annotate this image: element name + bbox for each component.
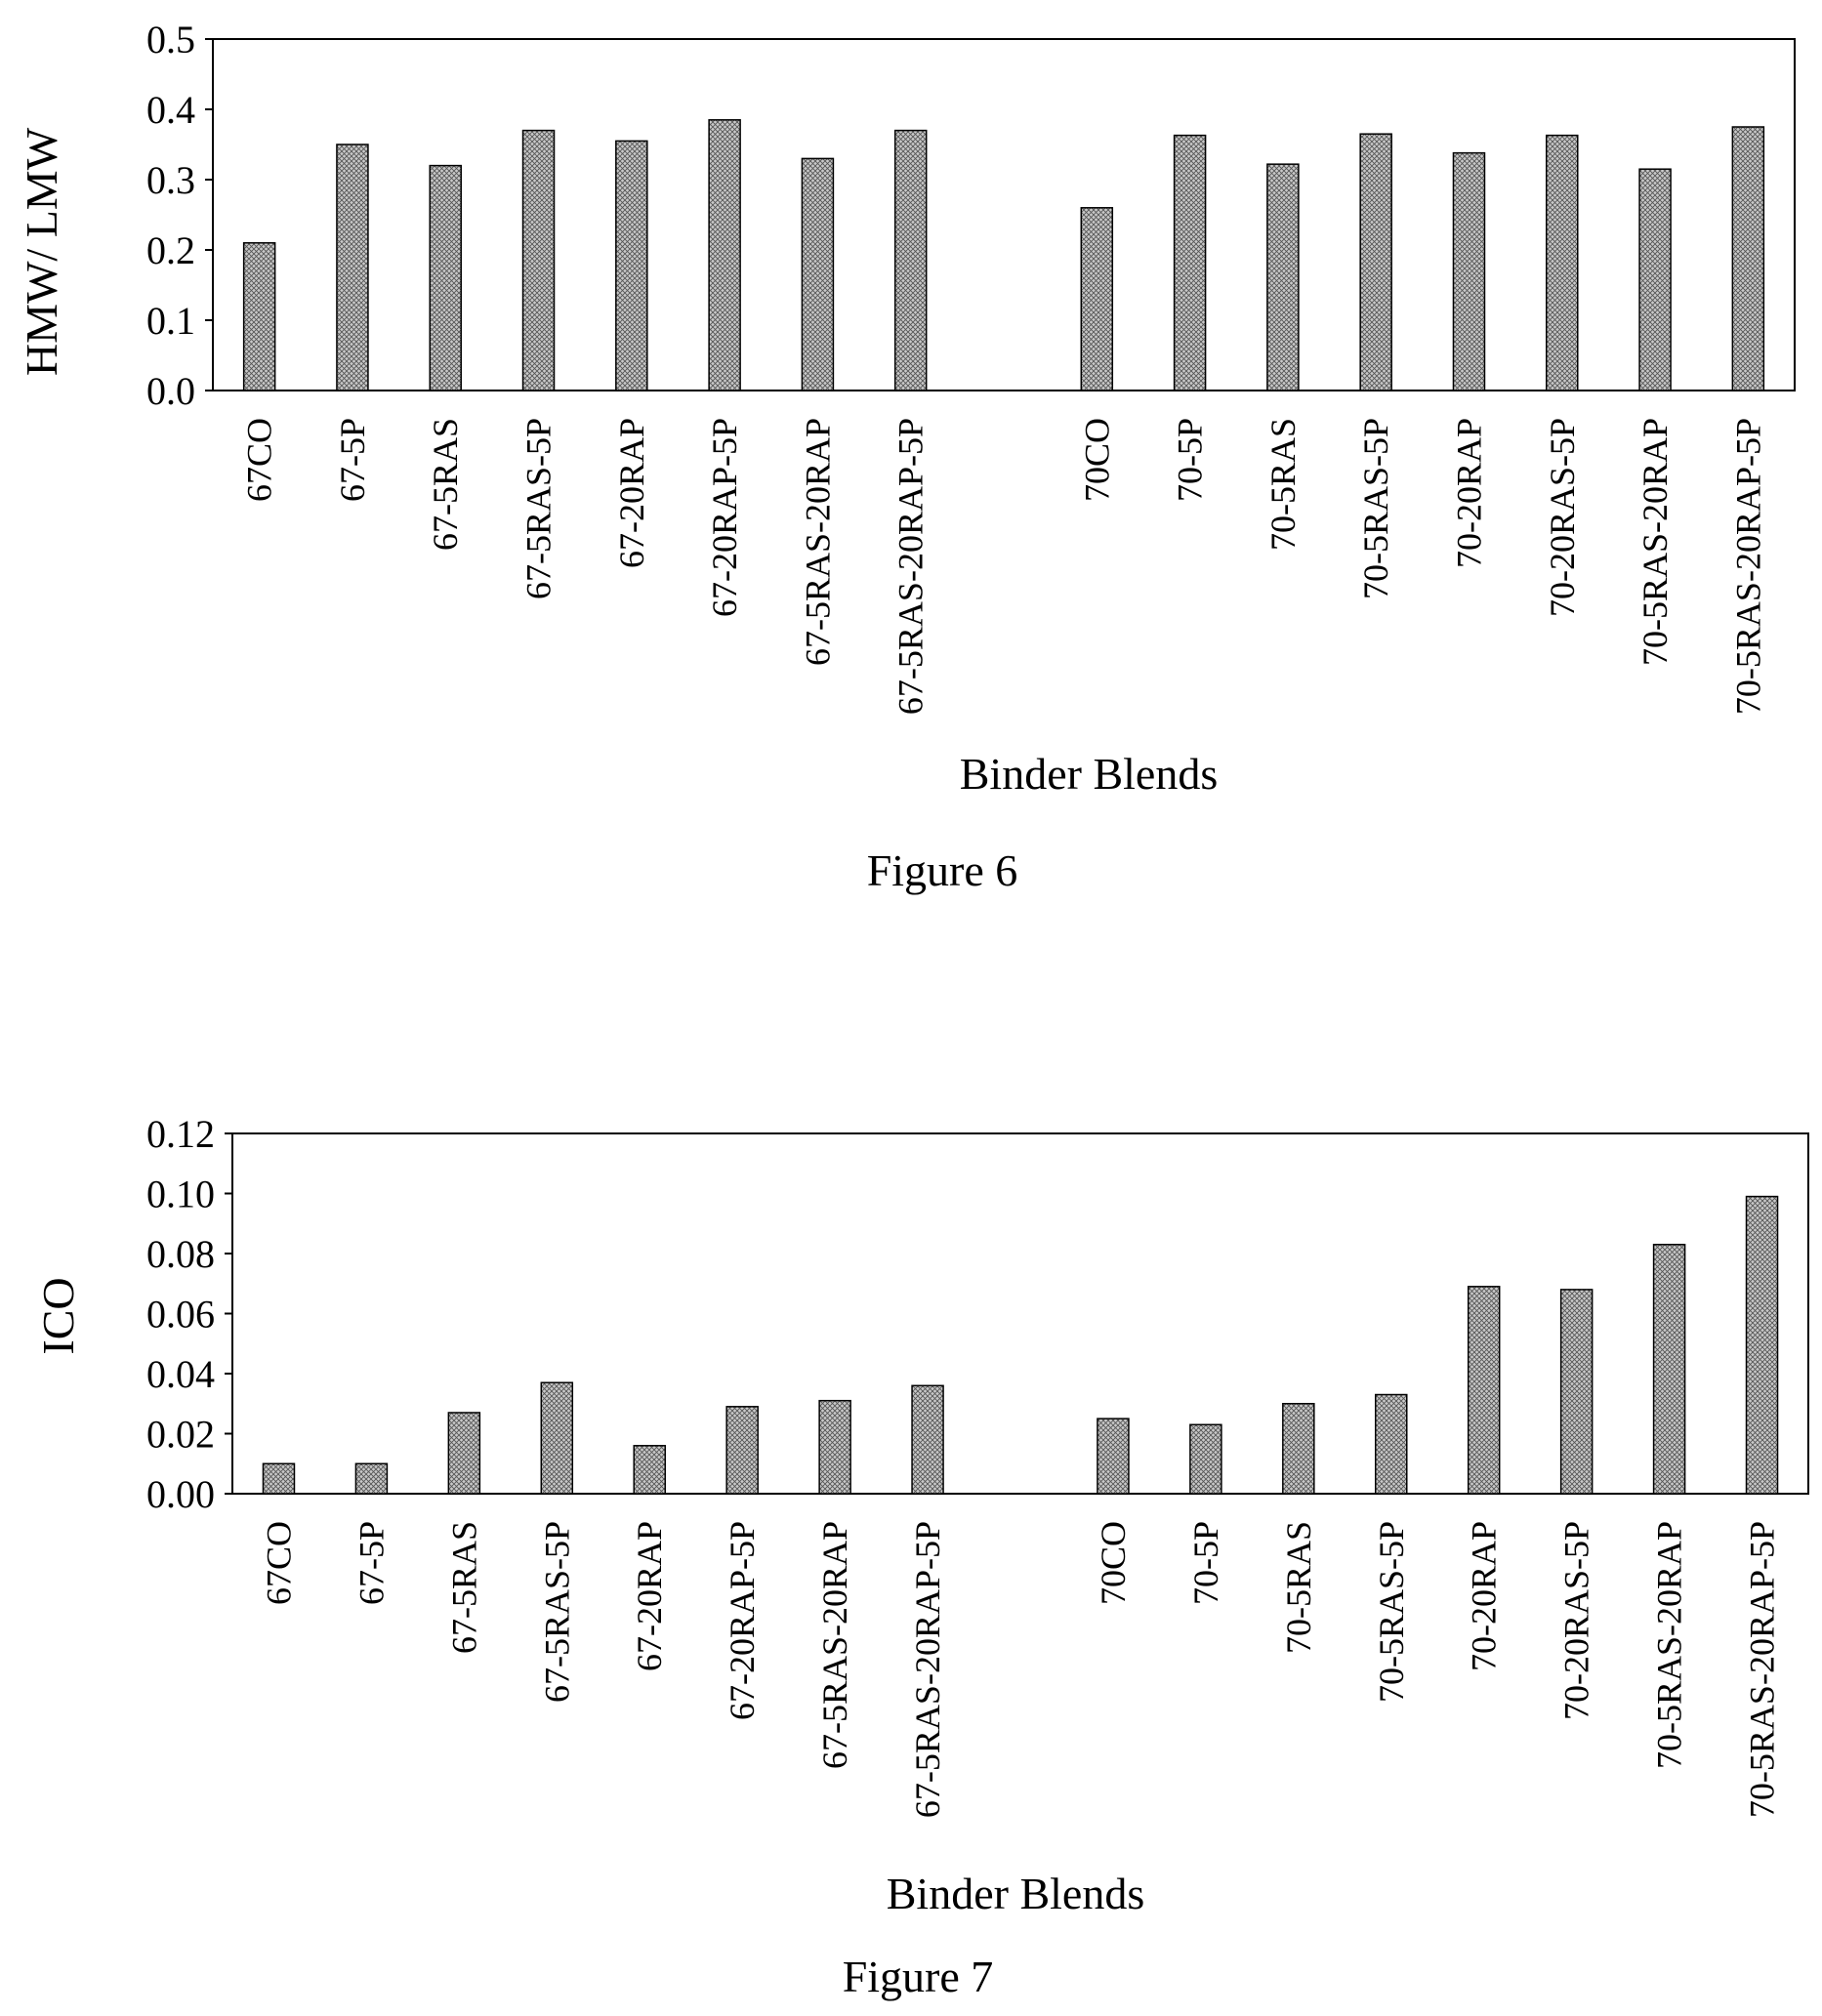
x-tick-label: 67-5RAS-5P	[537, 1521, 576, 1703]
x-tick-label: 70-5RAS-20RAP-5P	[1728, 418, 1767, 715]
x-tick-label: 67CO	[259, 1521, 298, 1605]
bar-67-5P	[354, 1462, 389, 1495]
bar-67-20RAP	[633, 1445, 666, 1495]
x-tick-label: 70-5P	[1171, 418, 1210, 502]
plot-frame	[212, 38, 1796, 391]
y-tick-label: 0.1	[146, 299, 195, 343]
x-tick-label: 67-5P	[352, 1521, 391, 1605]
chart-figure-7: ICO Binder Blends Figure 7 0.00 0.02 0.04 0…	[33, 1112, 1809, 2001]
y-tick-label: 0.5	[146, 18, 195, 62]
chart-6-ylabel: HMW/ LMW	[17, 127, 66, 376]
bar-70-5RAS-5P	[1359, 133, 1392, 391]
x-tick-label: 67-20RAP-5P	[723, 1521, 762, 1720]
y-tick-label: 0.12	[146, 1112, 215, 1156]
x-tick-label: 70-5RAS-20RAP-5P	[1743, 1521, 1782, 1818]
bar-67-5RAS-20RAP-5P	[893, 129, 928, 391]
x-tick-label: 70CO	[1077, 418, 1116, 502]
x-tick-label: 67-5RAS-20RAP	[815, 1521, 854, 1769]
bar-67-5RAS-20RAP	[818, 1399, 851, 1495]
chart-7-xlabel: Binder Blends	[887, 1869, 1144, 1918]
x-tick-label: 67CO	[240, 418, 279, 502]
x-tick-label: 67-20RAP	[630, 1521, 669, 1671]
x-tick-label: 70-20RAS-5P	[1543, 418, 1582, 617]
x-tick-label: 67-5P	[333, 418, 372, 502]
y-tick-label: 0.00	[146, 1472, 215, 1516]
bar-70-5RAS-5P	[1375, 1393, 1408, 1495]
bar-67-20RAP-5P	[708, 119, 741, 391]
chart-6-xlabel: Binder Blends	[960, 749, 1218, 799]
bar-67-5RAS-20RAP-5P	[911, 1384, 944, 1495]
chart-7-ylabel: ICO	[33, 1277, 83, 1354]
x-tick-label: 67-20RAP	[612, 418, 651, 568]
x-tick-label: 70CO	[1094, 1521, 1133, 1605]
x-tick-label: 70-5RAS-20RAP	[1650, 1521, 1689, 1769]
y-tick-label: 0.2	[146, 228, 195, 272]
bar-70-20RAP	[1452, 151, 1486, 391]
bar-70-5P	[1173, 134, 1207, 391]
bar-70-5RAS-20RAP-5P	[1731, 126, 1765, 391]
bar-70-5RAS-20RAP	[1638, 168, 1672, 391]
x-tick-label: 70-5P	[1186, 1521, 1225, 1605]
bar-70-5P	[1189, 1423, 1222, 1495]
x-tick-label: 70-20RAP	[1465, 1521, 1504, 1671]
x-tick-label: 70-5RAS	[1263, 418, 1303, 551]
bar-67-5RAS	[447, 1412, 481, 1495]
bar-70-20RAS-5P	[1559, 1289, 1594, 1495]
chart-7-caption: Figure 7	[843, 1952, 994, 2001]
y-tick-label: 0.0	[146, 369, 195, 413]
y-tick-label: 0.08	[146, 1232, 215, 1276]
y-tick-label: 0.02	[146, 1413, 215, 1457]
x-tick-label: 67-5RAS	[444, 1521, 483, 1654]
x-tick-label: 67-5RAS-20RAP	[798, 418, 837, 666]
bar-70-5RAS-20RAP-5P	[1745, 1195, 1779, 1495]
bar-67-5RAS	[429, 164, 462, 391]
y-tick-label: 0.10	[146, 1173, 215, 1216]
bar-67-5RAS-5P	[540, 1381, 574, 1495]
x-tick-label: 70-5RAS-5P	[1356, 418, 1395, 599]
bar-70-5RAS	[1266, 163, 1300, 391]
x-tick-label: 67-5RAS-20RAP-5P	[891, 418, 931, 715]
bar-67CO	[262, 1462, 296, 1495]
y-tick-label: 0.04	[146, 1352, 215, 1396]
bar-70-20RAP	[1467, 1286, 1501, 1495]
x-tick-label: 70-20RAP	[1449, 418, 1488, 568]
bar-67-5RAS-20RAP	[801, 157, 835, 391]
chart-6-caption: Figure 6	[867, 845, 1018, 895]
x-tick-label: 67-5RAS-5P	[519, 418, 559, 599]
y-tick-label: 0.3	[146, 158, 195, 202]
x-tick-label: 70-5RAS-5P	[1372, 1521, 1411, 1703]
bar-67-5RAS-5P	[521, 129, 556, 391]
bar-70-20RAS-5P	[1546, 134, 1579, 391]
x-tick-label: 67-5RAS	[426, 418, 465, 551]
bar-67-20RAP-5P	[725, 1406, 759, 1495]
x-tick-label: 70-5RAS	[1279, 1521, 1318, 1654]
bar-67-20RAP	[615, 140, 648, 391]
x-tick-label: 67-5RAS-20RAP-5P	[908, 1521, 947, 1818]
bar-67-5P	[336, 144, 369, 391]
bar-70CO	[1080, 207, 1114, 391]
bar-67CO	[242, 242, 276, 391]
bar-70CO	[1097, 1418, 1130, 1495]
x-tick-label: 70-5RAS-20RAP	[1636, 418, 1675, 666]
chart-figure-6: HMW/ LMW Binder Blends Figure 6 0.0 0.1 0.…	[17, 18, 1796, 895]
x-tick-label: 67-20RAP-5P	[705, 418, 744, 617]
x-tick-label: 70-20RAS-5P	[1557, 1521, 1596, 1720]
bar-70-5RAS-20RAP	[1652, 1244, 1686, 1495]
y-tick-label: 0.06	[146, 1293, 215, 1337]
bar-70-5RAS	[1282, 1403, 1315, 1495]
y-tick-label: 0.4	[146, 88, 195, 132]
